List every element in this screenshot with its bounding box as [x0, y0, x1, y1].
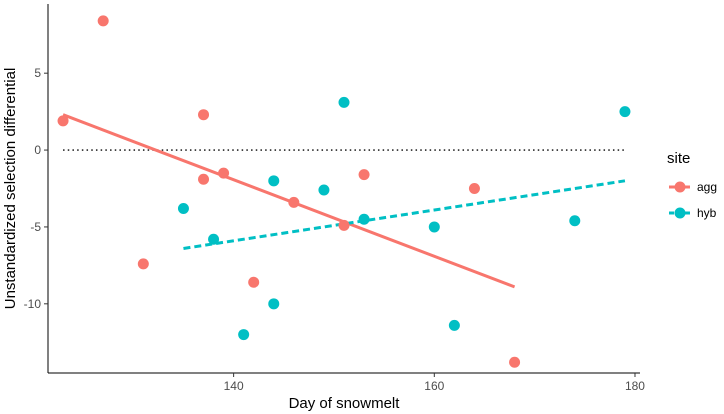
- data-point-hyb: [268, 175, 280, 187]
- axes: 140 160 180 5 0 -5 -10: [24, 4, 645, 393]
- data-point-hyb: [268, 298, 280, 310]
- plot-area: [57, 15, 631, 368]
- trend-line-hyb: [183, 179, 626, 250]
- data-point-agg: [198, 173, 210, 185]
- y-axis-title: Unstandardized selection differential: [2, 68, 19, 310]
- x-axis-ticks: 140 160 180: [224, 373, 645, 393]
- data-point-agg: [57, 115, 69, 127]
- data-point-hyb: [318, 184, 330, 196]
- data-point-hyb: [177, 202, 189, 214]
- data-point-agg: [338, 219, 350, 231]
- data-point-agg: [509, 356, 521, 368]
- y-tick-label: 5: [34, 66, 41, 80]
- y-tick-label: 0: [34, 143, 41, 157]
- legend-label-agg: agg: [697, 180, 717, 194]
- x-tick-label: 180: [625, 379, 645, 393]
- data-point-agg: [198, 109, 210, 121]
- data-point-agg: [97, 15, 109, 27]
- data-point-hyb: [358, 213, 370, 225]
- data-point-agg: [218, 167, 230, 179]
- data-point-agg: [358, 169, 370, 181]
- data-point-agg: [468, 183, 480, 194]
- data-point-hyb: [428, 221, 440, 233]
- legend-key-point-agg: [674, 181, 686, 193]
- data-point-hyb: [619, 106, 631, 118]
- data-point-hyb: [338, 96, 350, 108]
- x-axis-title: Day of snowmelt: [289, 395, 401, 412]
- data-point-hyb: [238, 329, 250, 341]
- legend-key-point-hyb: [674, 207, 686, 219]
- data-point-hyb: [208, 233, 220, 245]
- data-point-agg: [137, 258, 149, 270]
- legend-items: agg hyb: [669, 180, 717, 220]
- legend-label-hyb: hyb: [697, 206, 717, 220]
- y-tick-label: -5: [30, 220, 41, 234]
- x-tick-label: 160: [424, 379, 444, 393]
- data-point-hyb: [448, 319, 460, 331]
- legend-title: site: [667, 150, 690, 167]
- x-tick-label: 140: [224, 379, 244, 393]
- y-axis-ticks: 5 0 -5 -10: [24, 66, 48, 311]
- data-point-agg: [288, 196, 300, 208]
- data-point-hyb: [569, 215, 581, 227]
- legend: site agg hyb: [667, 150, 717, 220]
- data-point-layer: [57, 15, 631, 368]
- data-point-agg: [248, 276, 260, 288]
- y-tick-label: -10: [24, 297, 42, 311]
